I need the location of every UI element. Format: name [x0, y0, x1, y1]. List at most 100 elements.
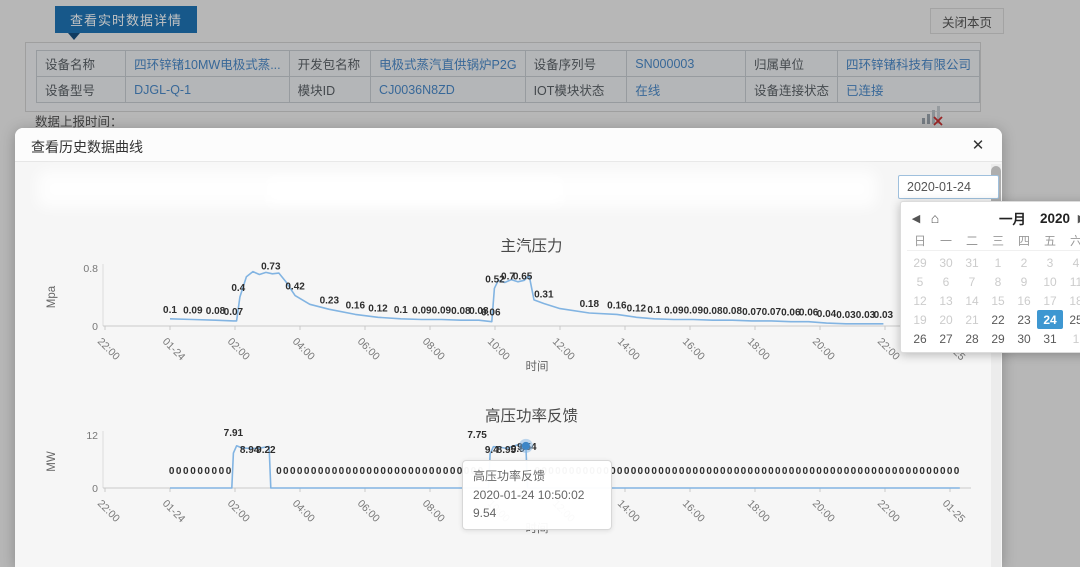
calendar-weekday: 一	[933, 230, 959, 251]
modal-scrollbar-track[interactable]	[991, 164, 1001, 567]
tooltip-timestamp: 2020-01-24 10:50:02	[473, 487, 585, 502]
svg-text:0: 0	[394, 466, 400, 477]
x-tick-label: 22:00	[95, 336, 122, 363]
device-name-value: 四环锌锗10MW电极式蒸...	[125, 50, 290, 77]
x-tick-label: 08:00	[420, 336, 447, 363]
data-label: 9.22	[256, 445, 276, 456]
svg-text:0: 0	[926, 466, 932, 477]
svg-text:0: 0	[408, 466, 414, 477]
data-point-marker	[521, 441, 530, 450]
x-tick-label: 22:00	[875, 336, 902, 363]
x-tick-label: 04:00	[290, 336, 317, 363]
data-label: 0.07	[224, 307, 244, 318]
calendar-day: 4	[1072, 255, 1080, 270]
calendar-day[interactable]: 23	[1017, 312, 1031, 327]
svg-text:0: 0	[947, 466, 953, 477]
calendar-day[interactable]: 22	[991, 312, 1005, 327]
data-label: 0.03	[836, 310, 856, 321]
calendar-day[interactable]: 25	[1069, 312, 1080, 327]
svg-text:0: 0	[940, 466, 946, 477]
previous-month-icon[interactable]: ◀	[911, 212, 921, 225]
data-label: 0.18	[580, 299, 600, 310]
close-page-button[interactable]: 关闭本页	[930, 8, 1004, 34]
svg-text:0: 0	[816, 466, 822, 477]
svg-text:0: 0	[387, 466, 393, 477]
steam-pressure-chart[interactable]: 0.8 0 Mpa 22:00 01-24 02:00 04:00 06:00 08:00 10:…	[15, 256, 1002, 384]
calendar-day: 7	[968, 274, 976, 289]
svg-text:0: 0	[693, 466, 699, 477]
data-label: 0.03	[874, 310, 894, 321]
svg-text:0: 0	[443, 466, 449, 477]
data-label: 0.4	[231, 283, 245, 294]
series-line	[169, 270, 884, 325]
svg-text:0: 0	[617, 466, 623, 477]
calendar-day[interactable]: 29	[991, 331, 1005, 346]
x-tick-label: 04:00	[290, 498, 317, 525]
calendar-weekday-row: 日一二三四五六	[907, 230, 1080, 253]
svg-text:0: 0	[734, 466, 740, 477]
serial-number-label: 设备序列号	[524, 50, 628, 77]
x-axis-name: 时间	[526, 360, 549, 373]
svg-text:0: 0	[844, 466, 850, 477]
devkit-name-label: 开发包名称	[288, 50, 372, 77]
x-tick-label: 18:00	[745, 498, 772, 525]
view-realtime-data-button[interactable]: 查看实时数据详情	[55, 6, 197, 33]
svg-text:0: 0	[422, 466, 428, 477]
calendar-day: 12	[913, 293, 927, 308]
calendar-day[interactable]: 27	[939, 331, 953, 346]
year-selector[interactable]: 2020	[1040, 210, 1071, 226]
svg-text:0: 0	[624, 466, 630, 477]
device-model-value: DJGL-Q-1	[125, 76, 290, 103]
calendar-day[interactable]: 28	[965, 331, 979, 346]
month-selector[interactable]: 一月	[999, 212, 1026, 227]
table-row: 设备型号 DJGL-Q-1 模块ID CJ0036N8ZD IOT模块状态 在线…	[35, 76, 981, 103]
calendar-day[interactable]: 31	[1043, 331, 1057, 346]
svg-text:0: 0	[809, 466, 815, 477]
data-label: 0.09	[183, 306, 203, 317]
svg-text:0: 0	[212, 466, 218, 477]
data-label: 0.73	[261, 261, 281, 272]
modal-header: 查看历史数据曲线 ✕	[15, 128, 1002, 162]
calendar-day: 15	[991, 293, 1005, 308]
date-input[interactable]: 2020-01-24	[898, 175, 999, 199]
calendar-header: ◀ ⌂ 一月 2020 ▶	[907, 206, 1080, 230]
data-label: 0.7	[501, 271, 515, 282]
svg-text:0: 0	[933, 466, 939, 477]
device-info-table: 设备名称 四环锌锗10MW电极式蒸... 开发包名称 电极式蒸汽直供锅炉P2G …	[35, 50, 981, 103]
data-label: 0.65	[513, 271, 533, 282]
x-tick-label: 20:00	[810, 498, 837, 525]
data-label: 0.08	[703, 306, 723, 317]
svg-text:0: 0	[672, 466, 678, 477]
home-icon[interactable]: ⌂	[930, 210, 940, 226]
calendar-weekday: 日	[907, 230, 933, 251]
svg-text:0: 0	[803, 466, 809, 477]
svg-text:0: 0	[878, 466, 884, 477]
x-tick-label: 12:00	[550, 336, 577, 363]
calendar-day: 29	[913, 255, 927, 270]
next-month-icon[interactable]: ▶	[1073, 212, 1080, 225]
calendar-day: 16	[1017, 293, 1031, 308]
svg-text:0: 0	[304, 466, 310, 477]
calendar-day-selected[interactable]: 24	[1037, 310, 1063, 329]
svg-text:0: 0	[658, 466, 664, 477]
data-label: 0.08	[451, 306, 471, 317]
svg-text:0: 0	[283, 466, 289, 477]
calendar-day: 3	[1046, 255, 1054, 270]
svg-text:0: 0	[450, 466, 456, 477]
svg-text:0: 0	[429, 466, 435, 477]
data-label: 0.06	[799, 308, 819, 319]
data-label: 0.1	[394, 305, 408, 316]
svg-text:0: 0	[297, 466, 303, 477]
y-axis-name: Mpa	[46, 285, 58, 308]
svg-text:0: 0	[332, 466, 338, 477]
calendar-day: 1	[994, 255, 1002, 270]
svg-text:0: 0	[706, 466, 712, 477]
x-tick-label: 16:00	[680, 498, 707, 525]
calendar-day[interactable]: 26	[913, 331, 927, 346]
calendar-day[interactable]: 30	[1017, 331, 1031, 346]
close-icon[interactable]: ✕	[971, 137, 985, 154]
x-tick-label: 14:00	[615, 336, 642, 363]
svg-text:0: 0	[885, 466, 891, 477]
svg-text:0.8: 0.8	[83, 263, 98, 275]
x-tick-label: 10:00	[485, 336, 512, 363]
